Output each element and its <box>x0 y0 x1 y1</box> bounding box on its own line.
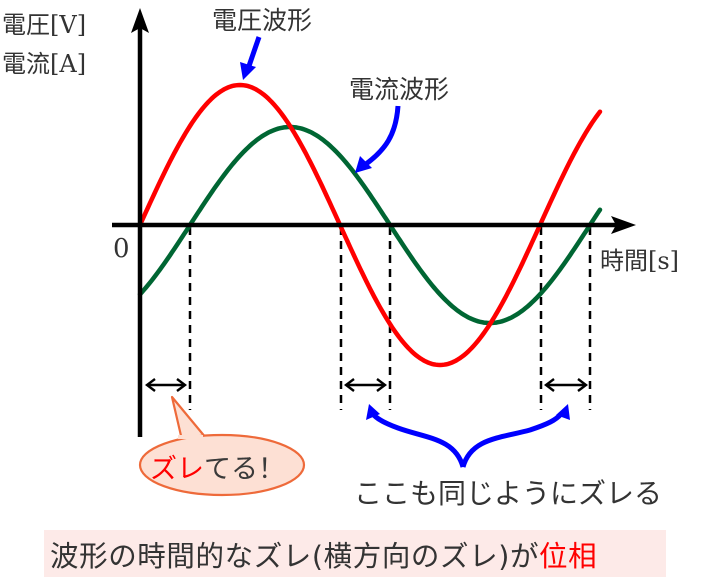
y-label-voltage-text: 電圧 <box>2 11 50 39</box>
x-axis-label: 時間[s] <box>600 248 679 274</box>
double-arrow-icon <box>344 378 387 392</box>
y-label-current-text: 電流 <box>2 50 50 78</box>
y-axis-label-voltage: 電圧[V] <box>2 12 86 38</box>
origin-label: 0 <box>113 234 130 264</box>
voltage-waveform-label: 電圧波形 <box>212 6 313 35</box>
bubble-text: ズレてる！ <box>150 447 285 486</box>
current-waveform-label: 電流波形 <box>349 75 450 104</box>
double-arrow-icon <box>544 378 588 392</box>
voltage-waveform-line <box>137 82 603 368</box>
x-unit: [s] <box>648 247 680 275</box>
summary-prefix: 波形の時間的なズレ(横方向のズレ)が <box>50 540 540 573</box>
phase-guide-lines <box>188 227 592 410</box>
y-unit-voltage: [V] <box>50 11 87 39</box>
x-label-text: 時間 <box>600 247 648 275</box>
bubble-rest: てる！ <box>204 454 285 485</box>
shift-arrows <box>145 378 588 392</box>
current-waveform-line <box>137 124 603 326</box>
bubble-highlight: ズレ <box>150 454 204 485</box>
summary-text: 波形の時間的なズレ(横方向のズレ)が位相 <box>50 534 597 575</box>
voltage-callout-arrow-icon <box>240 36 262 80</box>
brace-arrow-icon <box>366 404 570 468</box>
current-callout-arrow-icon <box>355 105 401 173</box>
y-unit-current: [A] <box>50 50 87 78</box>
speech-bubble <box>138 395 306 497</box>
x-axis <box>112 216 636 234</box>
y-axis <box>131 8 149 437</box>
y-axis-label-current: 電流[A] <box>2 51 86 77</box>
summary-highlight: 位相 <box>539 540 598 573</box>
double-arrow-icon <box>145 378 187 392</box>
same-shift-note: ここも同じようにズレる <box>354 477 663 510</box>
summary-box <box>44 530 666 577</box>
